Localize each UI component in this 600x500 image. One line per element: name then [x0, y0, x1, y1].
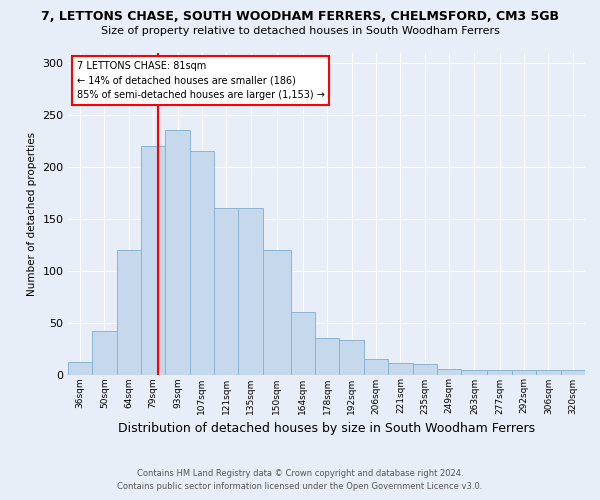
Bar [536, 370, 560, 374]
Bar [190, 151, 214, 374]
Bar [512, 370, 536, 374]
Bar [263, 250, 291, 374]
Text: 7, LETTONS CHASE, SOUTH WOODHAM FERRERS, CHELMSFORD, CM3 5GB: 7, LETTONS CHASE, SOUTH WOODHAM FERRERS,… [41, 10, 559, 23]
Y-axis label: Number of detached properties: Number of detached properties [27, 132, 37, 296]
Bar [116, 250, 141, 374]
Text: Size of property relative to detached houses in South Woodham Ferrers: Size of property relative to detached ho… [101, 26, 499, 36]
Bar [487, 370, 512, 374]
Bar [68, 362, 92, 374]
Bar [560, 370, 585, 374]
Text: Contains HM Land Registry data © Crown copyright and database right 2024.
Contai: Contains HM Land Registry data © Crown c… [118, 469, 482, 491]
Bar [413, 364, 437, 374]
X-axis label: Distribution of detached houses by size in South Woodham Ferrers: Distribution of detached houses by size … [118, 422, 535, 435]
Text: 7 LETTONS CHASE: 81sqm
← 14% of detached houses are smaller (186)
85% of semi-de: 7 LETTONS CHASE: 81sqm ← 14% of detached… [77, 61, 325, 100]
Bar [461, 370, 487, 374]
Bar [315, 338, 340, 374]
Bar [92, 331, 116, 374]
Bar [214, 208, 238, 374]
Bar [166, 130, 190, 374]
Bar [364, 359, 388, 374]
Bar [141, 146, 166, 374]
Bar [437, 370, 461, 374]
Bar [340, 340, 364, 374]
Bar [238, 208, 263, 374]
Bar [388, 363, 413, 374]
Bar [291, 312, 315, 374]
